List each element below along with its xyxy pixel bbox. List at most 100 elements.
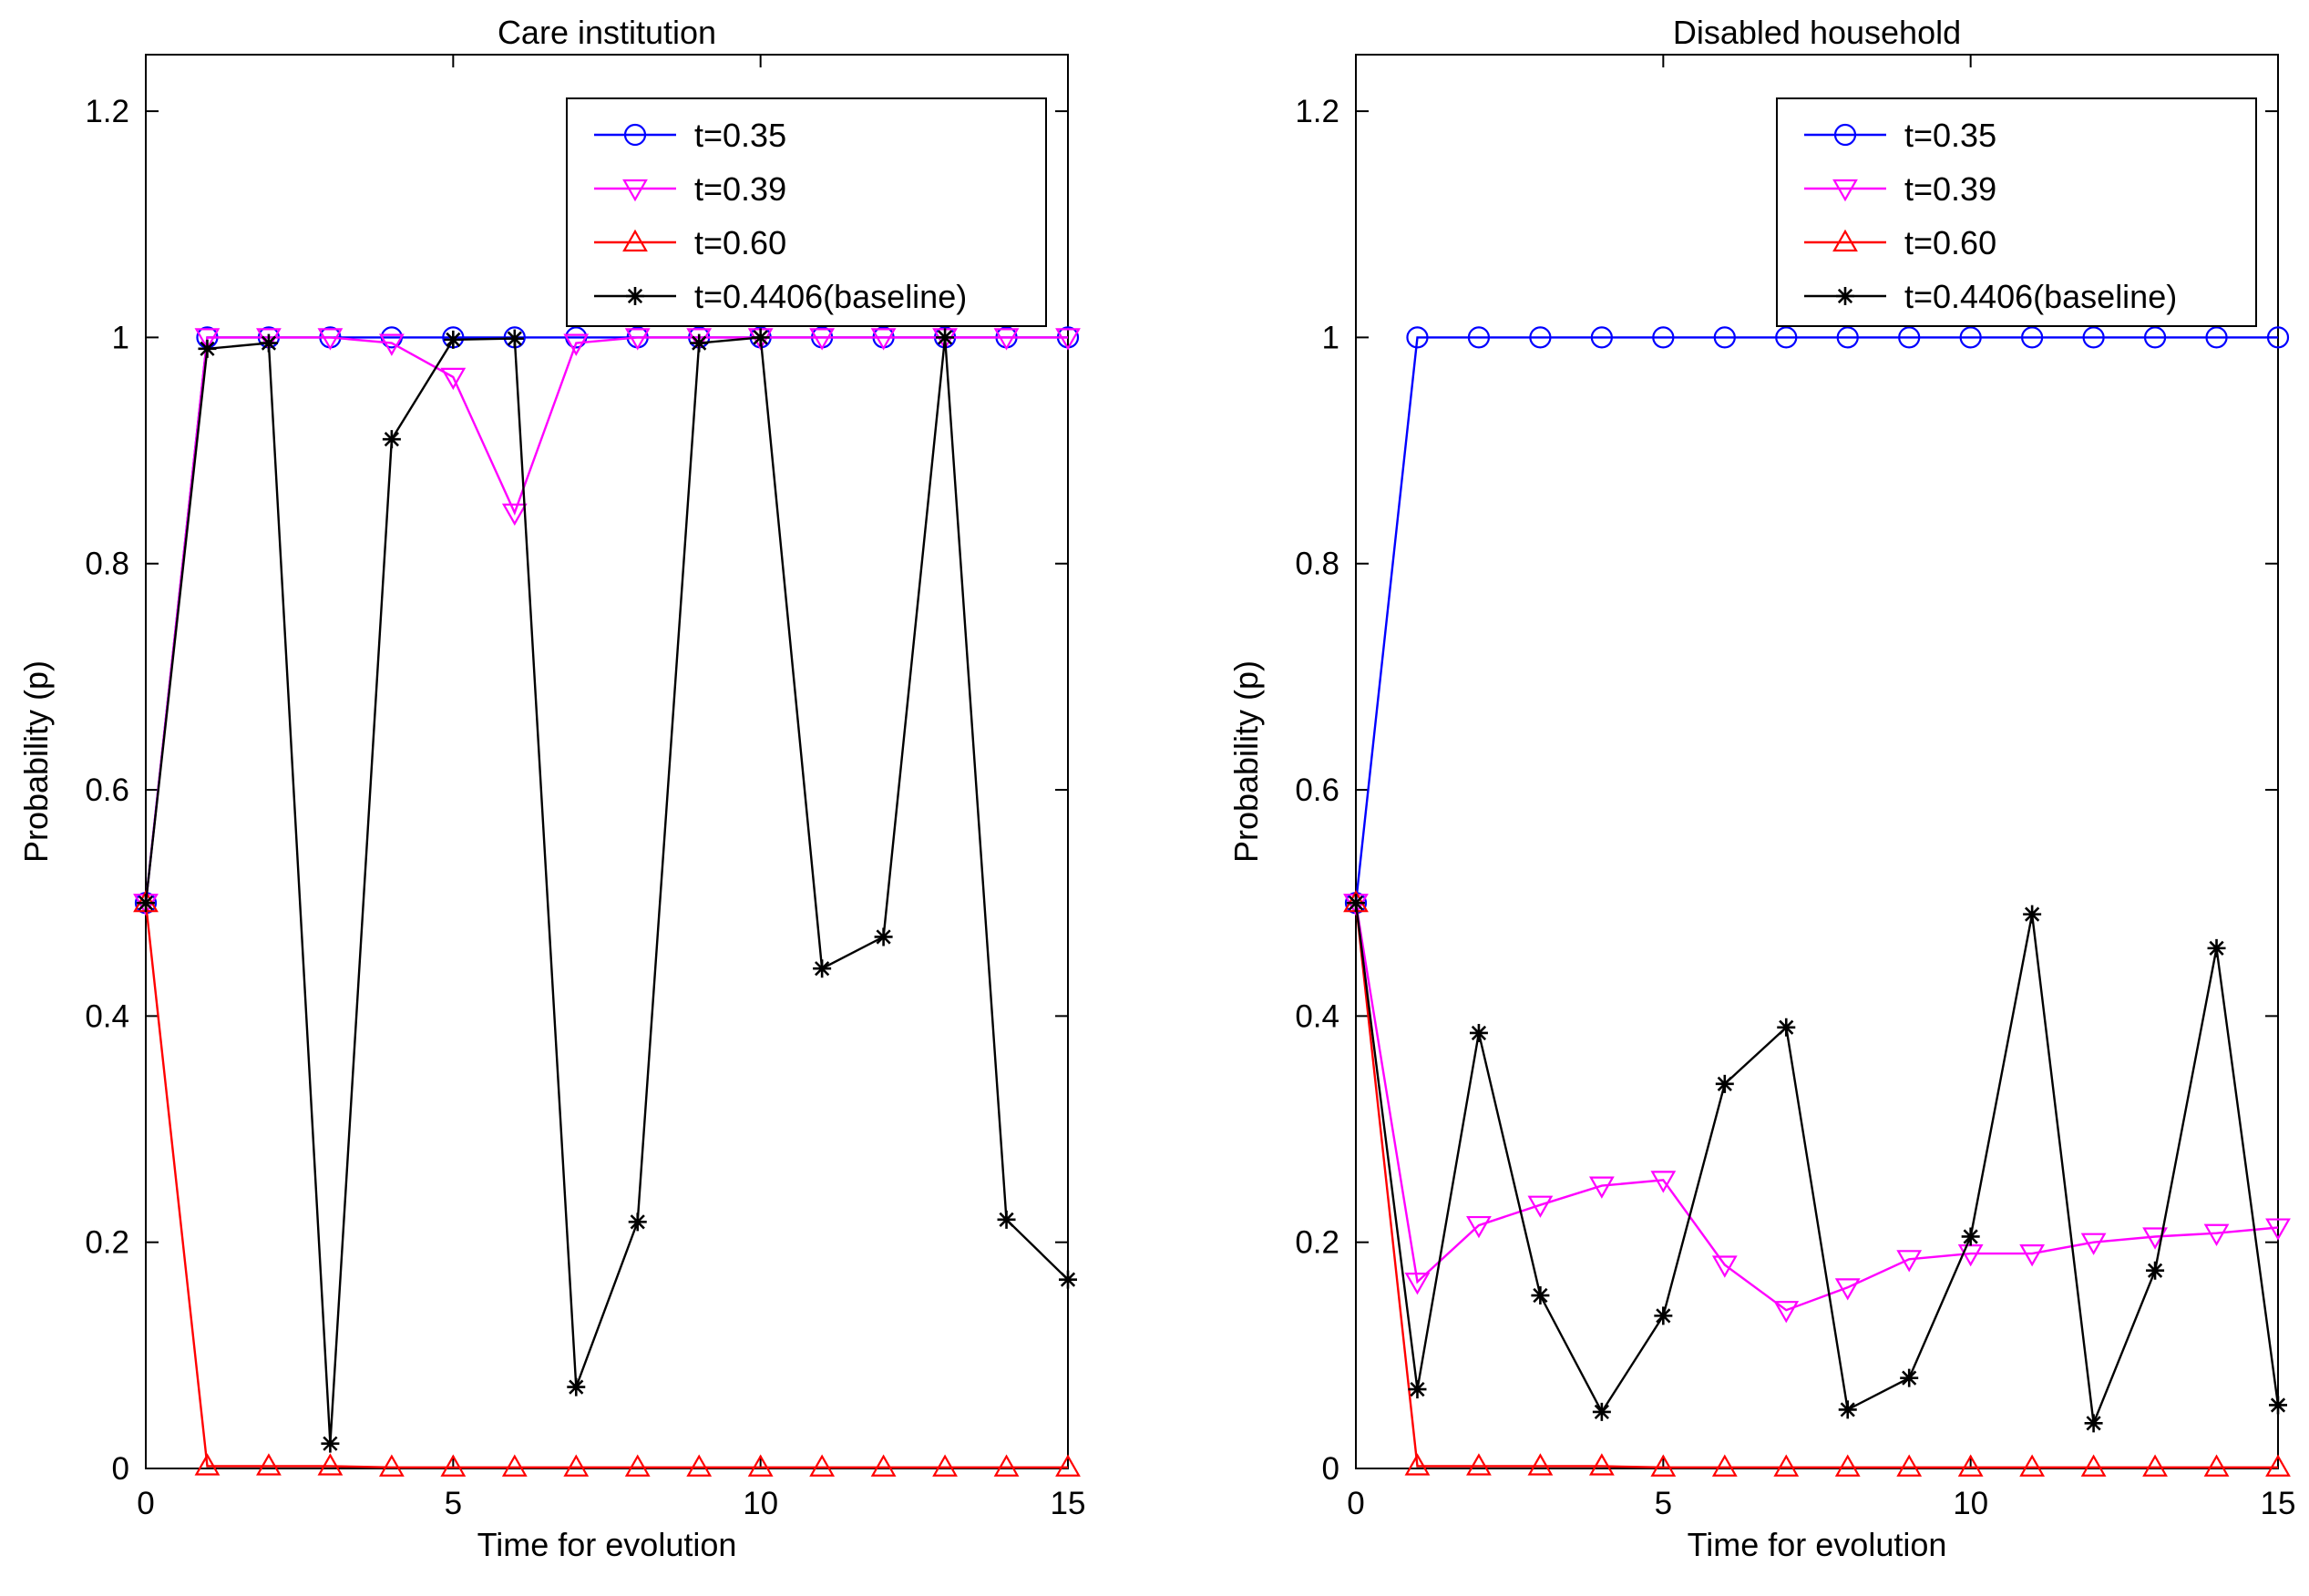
data-point bbox=[2265, 1218, 2291, 1241]
data-point bbox=[2269, 1396, 2287, 1415]
data-point bbox=[624, 328, 651, 351]
data-point bbox=[624, 1454, 651, 1477]
data-point bbox=[378, 1454, 405, 1477]
series-t=0.39 bbox=[133, 328, 1081, 916]
y-tick-label: 0 bbox=[112, 1451, 129, 1487]
data-point bbox=[2266, 326, 2290, 349]
data-point bbox=[1834, 1454, 1861, 1477]
y-tick-label: 1 bbox=[112, 320, 129, 355]
series-t=0.60 bbox=[133, 889, 1081, 1477]
legend-item: t=0.4406(baseline) bbox=[1804, 278, 2177, 315]
legend-label: t=0.4406(baseline) bbox=[1904, 278, 2177, 315]
data-point bbox=[870, 328, 897, 351]
legend-item: t=0.35 bbox=[594, 117, 786, 154]
data-point bbox=[1777, 1018, 1796, 1037]
legend-box bbox=[566, 97, 1047, 327]
data-point bbox=[137, 894, 155, 913]
data-point bbox=[505, 329, 524, 348]
data-point bbox=[993, 1454, 1020, 1477]
data-point bbox=[1838, 1400, 1857, 1419]
series-t=0.35 bbox=[1344, 326, 2290, 915]
data-point bbox=[1590, 326, 1613, 349]
x-tick-label: 15 bbox=[1051, 1486, 1086, 1521]
data-point bbox=[2207, 938, 2226, 957]
data-point bbox=[874, 927, 893, 946]
data-point bbox=[501, 1454, 528, 1477]
data-point bbox=[563, 1454, 590, 1477]
y-tick-label: 0.6 bbox=[85, 772, 129, 808]
legend-label: t=0.60 bbox=[694, 224, 786, 261]
data-point bbox=[2146, 1261, 2165, 1280]
y-tick-label: 0.2 bbox=[1295, 1225, 1339, 1261]
legend-marker bbox=[623, 123, 647, 147]
y-tick-label: 1 bbox=[1322, 320, 1339, 355]
data-point bbox=[747, 1454, 774, 1477]
data-point bbox=[1467, 326, 1491, 349]
legend-item: t=0.39 bbox=[1804, 170, 1996, 208]
legend-item: t=0.39 bbox=[594, 170, 786, 208]
data-point bbox=[382, 430, 401, 449]
legend-marker bbox=[622, 229, 648, 252]
legend-label: t=0.60 bbox=[1904, 224, 1996, 261]
legend-item: t=0.4406(baseline) bbox=[594, 278, 967, 315]
legend-label: t=0.4406(baseline) bbox=[694, 278, 967, 315]
x-tick-label: 10 bbox=[1953, 1486, 1988, 1521]
data-point bbox=[194, 1453, 221, 1476]
chart-title: Care institution bbox=[498, 14, 716, 51]
data-point bbox=[1469, 1023, 1488, 1042]
data-point bbox=[1055, 1454, 1081, 1477]
data-point bbox=[1713, 326, 1736, 349]
data-point bbox=[2023, 905, 2042, 924]
chart-care: Care institution 0 5 10 15 0 0.2 0.4 0.6 0.8 1 1.2 T… bbox=[17, 14, 1085, 1563]
data-point bbox=[1055, 328, 1081, 351]
y-tick-label: 0.8 bbox=[1295, 547, 1339, 582]
data-point bbox=[686, 1454, 713, 1477]
legend-label: t=0.39 bbox=[1904, 170, 1996, 208]
data-point bbox=[1652, 326, 1675, 349]
series-line bbox=[1354, 903, 2279, 1312]
x-axis-label: Time for evolution bbox=[1688, 1526, 1947, 1563]
data-point bbox=[2080, 1233, 2107, 1255]
legend-box bbox=[1776, 97, 2257, 327]
data-point bbox=[501, 503, 528, 527]
data-point bbox=[1834, 1278, 1861, 1301]
legend-marker bbox=[1832, 229, 1858, 252]
data-point bbox=[2265, 1454, 2291, 1477]
series-line bbox=[1354, 903, 2278, 1469]
data-point bbox=[1957, 1454, 1984, 1477]
legend-item: t=0.35 bbox=[1804, 117, 1996, 154]
data-point bbox=[1527, 1195, 1554, 1218]
chart-title: Disabled household bbox=[1673, 14, 1961, 51]
data-point bbox=[444, 330, 463, 349]
data-point bbox=[751, 328, 770, 347]
data-point bbox=[2080, 1454, 2107, 1477]
data-point bbox=[1404, 1273, 1431, 1295]
data-point bbox=[1466, 1215, 1492, 1239]
y-tick-label: 0 bbox=[1322, 1451, 1339, 1487]
data-point bbox=[2019, 1243, 2046, 1267]
data-point bbox=[440, 367, 467, 391]
y-tick-label: 0.6 bbox=[1295, 772, 1339, 808]
y-tick-label: 1.2 bbox=[1295, 94, 1339, 129]
data-point bbox=[1959, 326, 1982, 349]
data-point bbox=[2019, 1454, 2046, 1477]
data-point bbox=[2203, 1454, 2230, 1477]
legend-item: t=0.60 bbox=[594, 224, 786, 261]
legend-item: t=0.60 bbox=[1804, 224, 1996, 261]
data-point bbox=[1896, 1454, 1923, 1477]
data-point bbox=[317, 328, 344, 351]
y-tick-label: 0.4 bbox=[85, 998, 129, 1034]
data-point bbox=[997, 1210, 1016, 1229]
data-point bbox=[628, 1212, 647, 1232]
legend-marker bbox=[626, 287, 644, 305]
x-tick-label: 10 bbox=[743, 1486, 778, 1521]
data-point bbox=[1654, 1306, 1673, 1325]
data-point bbox=[993, 328, 1020, 351]
data-point bbox=[1588, 1176, 1615, 1199]
series-line bbox=[144, 903, 1068, 1469]
data-point bbox=[1900, 1368, 1919, 1387]
data-point bbox=[1775, 326, 1798, 349]
data-point bbox=[259, 333, 278, 353]
data-point bbox=[690, 333, 709, 353]
